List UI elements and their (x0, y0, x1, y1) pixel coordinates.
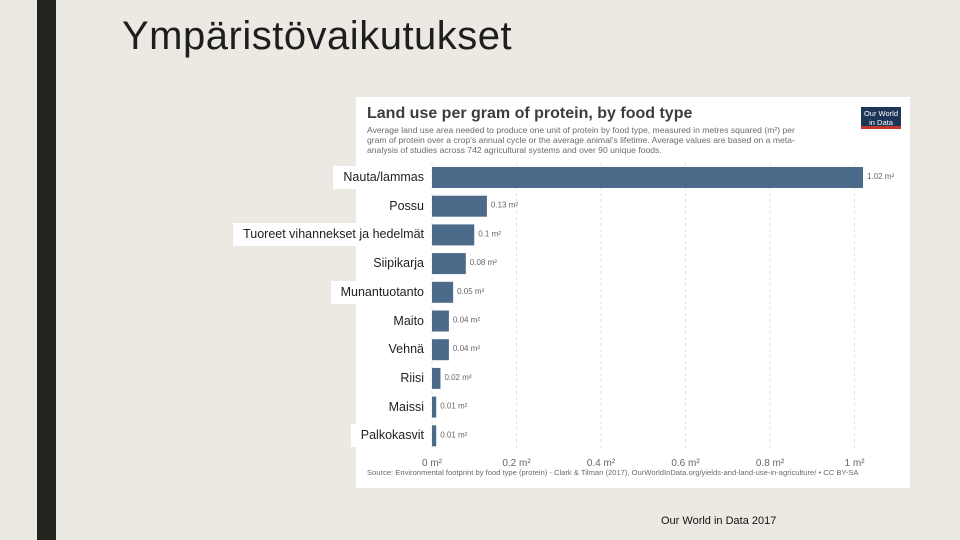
x-tick-label: 0 m² (422, 458, 443, 469)
slide-title: Ympäristövaikutukset (122, 14, 513, 58)
data-label: 0.05 m² (457, 287, 484, 296)
x-tick-label: 0.2 m² (502, 458, 531, 469)
data-label: 0.04 m² (453, 316, 480, 325)
chart-subtitle: Average land use area needed to produce … (367, 125, 795, 156)
data-label: 1.02 m² (867, 172, 894, 181)
chart-card: Land use per gram of protein, by food ty… (356, 97, 910, 488)
bar (432, 396, 437, 418)
category-label: Tuoreet vihannekset ja hedelmät (233, 223, 428, 247)
bar (432, 367, 441, 389)
data-label: 0.1 m² (478, 229, 501, 238)
bar (432, 339, 449, 361)
x-tick-label: 0.8 m² (756, 458, 785, 469)
chart-title: Land use per gram of protein, by food ty… (367, 105, 693, 122)
category-label: Nauta/lammas (333, 166, 428, 189)
chart-source: Source: Environmental footprint by food … (367, 468, 859, 477)
category-label: Maissi (379, 395, 428, 419)
footer-credit: Our World in Data 2017 (661, 515, 777, 527)
bar (432, 425, 437, 447)
bar (432, 195, 487, 217)
category-label: Riisi (390, 366, 428, 390)
left-accent-bar (37, 0, 56, 540)
bar (432, 224, 475, 246)
bar (432, 281, 454, 303)
bar-chart: 0 m² 0.2 m² 0.4 m² 0.6 m² 0.8 m² 1 m² 1.02 m² 0… (422, 163, 894, 469)
category-label: Siipikarja (363, 252, 428, 276)
data-label: 0.04 m² (453, 344, 480, 353)
x-tick-label: 0.4 m² (587, 458, 616, 469)
bar (432, 167, 863, 188)
category-label: Palkokasvit (351, 424, 428, 448)
data-label: 0.01 m² (440, 402, 467, 411)
category-label: Possu (379, 194, 428, 218)
data-label: 0.01 m² (440, 430, 467, 439)
category-label: Munantuotanto (331, 280, 428, 304)
x-tick-label: 0.6 m² (671, 458, 700, 469)
category-label: Maito (383, 309, 428, 333)
data-label: 0.13 m² (491, 201, 518, 210)
bar (432, 310, 449, 332)
data-label: 0.08 m² (470, 258, 497, 267)
owid-logo: Our World in Data (861, 107, 901, 129)
data-label: 0.02 m² (444, 373, 471, 382)
category-label: Vehnä (379, 338, 428, 362)
bar (432, 253, 466, 275)
x-tick-label: 1 m² (845, 458, 866, 469)
